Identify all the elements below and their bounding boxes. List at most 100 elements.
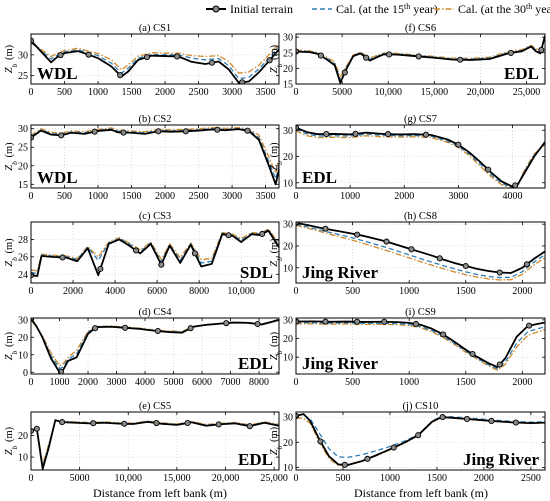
x-tick-label: 0 [294, 473, 299, 484]
panel-h: (h) CS8 0 500 1000 1500 2000 10 20 30 Zb (m) Jing … [269, 211, 546, 297]
x-tick-label: 1500 [122, 191, 142, 202]
y-tick-label: 20 [283, 438, 293, 449]
series-line-initial-e [31, 419, 279, 470]
x-tick-label: 3000 [222, 87, 242, 98]
x-tick-label: 10,000 [227, 286, 255, 297]
panel-frame-f [295, 33, 546, 85]
y-tick-label: 30 [283, 220, 293, 231]
legend-marker-initial [212, 5, 220, 13]
initial-terrain-marker [59, 419, 66, 426]
region-tag-b: WDL [37, 168, 78, 187]
y-axis-label: Zb (m) [4, 426, 19, 455]
panel-title-j: (j) CS10 [403, 401, 439, 412]
panels: (a) CS10 500 1000 1500 2000 2500 3000 35002530Z… [4, 23, 546, 484]
y-tick-label: 20 [283, 152, 293, 163]
x-tick-label: 1000 [50, 377, 70, 388]
x-tick-label: 1000 [88, 87, 108, 98]
panel-j: (j) CS10 0 500 1000 1500 2000 2500 10 20 30 Zb (m)… [269, 401, 546, 484]
initial-terrain-marker [322, 225, 329, 232]
initial-terrain-marker [31, 134, 35, 141]
series-line-cal30-c [31, 228, 279, 272]
y-tick-label: 15 [283, 80, 293, 91]
initial-terrain-marker [117, 72, 124, 79]
initial-terrain-marker [184, 419, 191, 427]
initial-terrain-marker [384, 131, 392, 138]
x-tick-label: 0 [294, 87, 299, 98]
y-tick-label: 25 [18, 71, 28, 82]
y-tick-label: 10 [283, 178, 293, 189]
series-line-initial-f [296, 35, 545, 84]
initial-terrain-marker [386, 51, 393, 58]
initial-terrain-marker [133, 247, 140, 254]
x-tick-label: 5000 [332, 87, 352, 98]
y-tick-label: 24 [18, 270, 28, 281]
panel-frame-b [30, 124, 280, 189]
initial-terrain-marker [469, 350, 476, 358]
initial-terrain-marker [538, 46, 545, 53]
initial-terrain-marker [153, 419, 160, 427]
x-tick-label: 500 [57, 191, 72, 202]
panel-title-c: (c) CS3 [139, 211, 171, 222]
initial-terrain-marker [254, 320, 261, 328]
y-tick-label: 20 [18, 431, 28, 442]
x-tick-label: 3000 [222, 191, 242, 202]
initial-terrain-marker [463, 415, 471, 423]
initial-terrain-marker [31, 272, 35, 279]
x-tick-label: 20,000 [212, 473, 240, 484]
panel-title-a: (a) CS1 [139, 23, 171, 34]
initial-terrain-marker [317, 438, 324, 445]
initial-terrain-marker [439, 414, 446, 421]
initial-terrain-marker [57, 52, 64, 59]
initial-terrain-marker [174, 53, 181, 60]
series-group-j [296, 412, 545, 468]
series-group-c [31, 228, 279, 279]
legend-item-cal15: Cal. (at the 15th year) [312, 2, 438, 17]
x-tick-label: 2500 [189, 87, 209, 98]
series-group-g [296, 125, 545, 188]
region-tag-d: EDL [238, 354, 273, 373]
initial-terrain-marker [122, 324, 129, 331]
initial-terrain-marker [381, 318, 388, 325]
x-tick-label: 8000 [249, 377, 269, 388]
x-tick-label: 10,000 [374, 87, 402, 98]
panel-title-g: (g) CS7 [404, 114, 437, 125]
series-line-initial-i [296, 320, 545, 368]
y-tick-label: 20 [283, 241, 293, 252]
x-tick-label: 1500 [456, 377, 476, 388]
initial-terrain-marker [354, 318, 361, 325]
initial-terrain-marker [496, 269, 503, 276]
initial-terrain-marker [383, 238, 390, 245]
initial-terrain-marker [239, 79, 246, 84]
x-tick-label: 0 [294, 191, 299, 202]
legend-label-cal15: Cal. (at the 15th year) [336, 2, 438, 17]
series-line-initial-h [296, 222, 545, 274]
panel-title-b: (b) CS2 [139, 114, 172, 125]
x-tick-label: 1000 [340, 191, 360, 202]
initial-terrain-marker [259, 230, 266, 238]
y-tick-label: 20 [283, 64, 293, 75]
initial-terrain-marker [322, 318, 329, 325]
region-tag-h: Jing River [302, 263, 378, 282]
initial-terrain-marker [462, 262, 469, 270]
x-axis-label-right: Distance from left bank (m) [354, 486, 488, 500]
initial-terrain-marker [296, 222, 300, 226]
panel-title-f: (f) CS6 [405, 23, 436, 34]
y-axis-label: Zb (m) [4, 331, 19, 360]
series-group-f [296, 35, 545, 84]
x-tick-label: 3500 [256, 87, 276, 98]
panel-a: (a) CS1 0 500 1000 1500 2000 2500 3000 3500 25 30Z… [4, 23, 280, 98]
x-tick-label: 0 [29, 377, 34, 388]
x-tick-label: 2000 [155, 87, 175, 98]
x-tick-label: 4000 [105, 286, 125, 297]
y-tick-label: 30 [283, 315, 293, 326]
initial-terrain-marker [507, 49, 514, 56]
panel-title-h: (h) CS8 [404, 211, 437, 222]
initial-terrain-marker [58, 132, 65, 139]
x-tick-label: 1000 [399, 286, 419, 297]
panel-g: (g) CS7 0 1000 2000 3000 4000 10 20 30 Zb (m) EDL [269, 114, 546, 202]
initial-terrain-marker [215, 421, 222, 428]
x-tick-label: 1500 [456, 286, 476, 297]
initial-terrain-marker [455, 141, 462, 148]
y-tick-label: 30 [18, 50, 28, 61]
y-tick-label: 30 [283, 413, 293, 424]
